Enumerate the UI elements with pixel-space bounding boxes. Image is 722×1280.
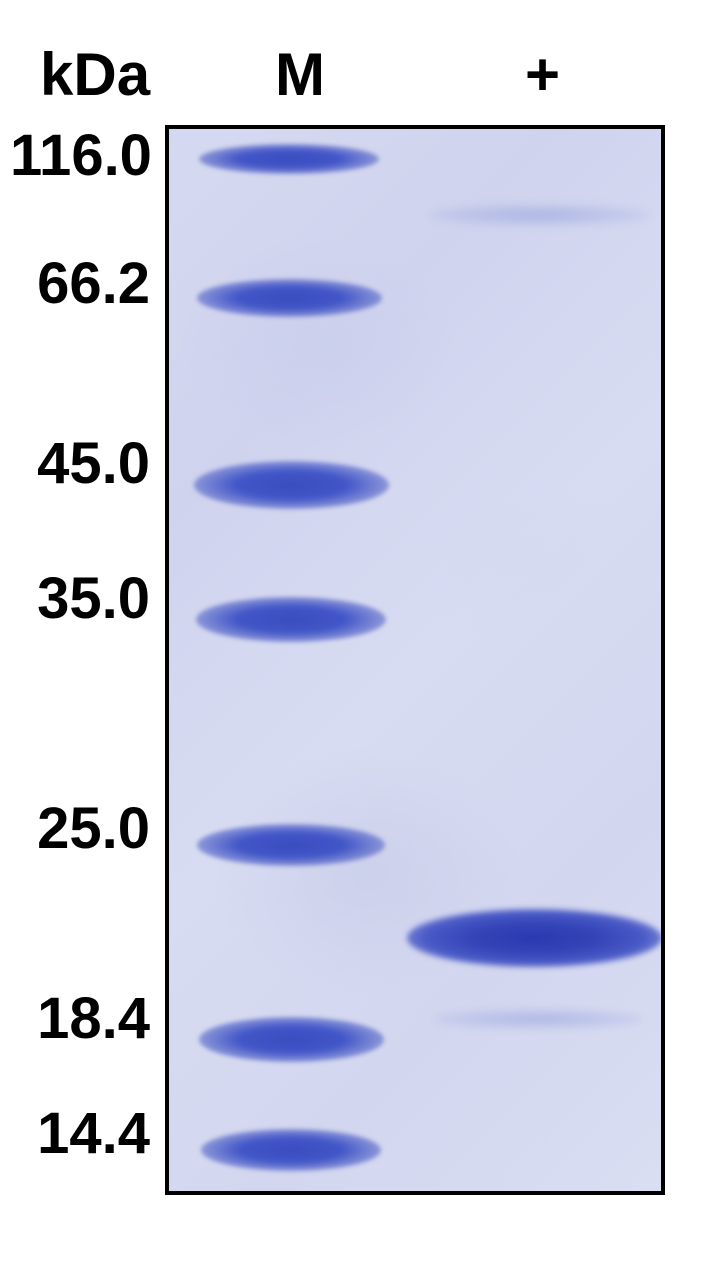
mw-label: 18.4 — [10, 985, 150, 1052]
marker-band — [194, 461, 389, 509]
mw-label: 35.0 — [10, 565, 150, 632]
marker-band — [201, 1129, 381, 1171]
gel-image-box — [165, 125, 665, 1195]
marker-band — [196, 597, 386, 642]
mw-label: 66.2 — [10, 250, 150, 317]
marker-band — [199, 144, 379, 174]
lane-header-marker: M — [275, 40, 325, 109]
marker-band — [197, 824, 385, 866]
mw-label: 14.4 — [10, 1100, 150, 1167]
mw-label: 45.0 — [10, 430, 150, 497]
sample-band — [407, 909, 662, 967]
faint-band — [429, 204, 649, 226]
lane-header-sample: + — [525, 40, 560, 109]
mw-label: 116.0 — [10, 122, 150, 189]
mw-label: 25.0 — [10, 795, 150, 862]
marker-band — [197, 279, 382, 317]
unit-label: kDa — [40, 40, 150, 109]
faint-band — [434, 1009, 644, 1029]
marker-band — [199, 1017, 384, 1062]
